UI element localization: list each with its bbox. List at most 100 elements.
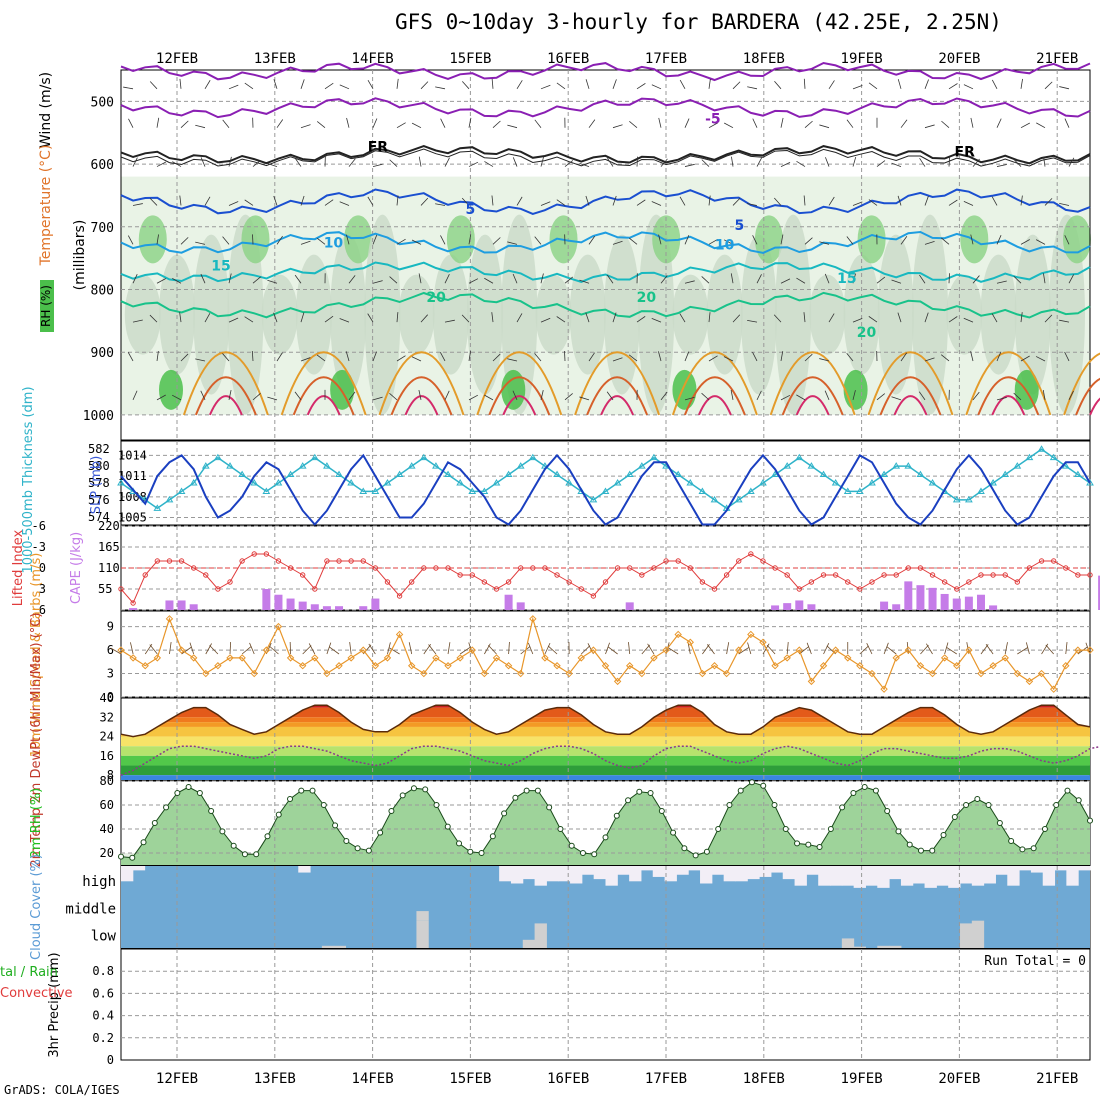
wind10m-barb xyxy=(349,642,352,655)
isotherm-35-arch-0 xyxy=(208,395,243,416)
wind-barb xyxy=(924,357,935,362)
lifted-index-point xyxy=(130,600,136,606)
isotherm-20 xyxy=(120,291,1091,319)
wind-barb xyxy=(372,280,383,284)
rh-blob-21 xyxy=(843,254,880,375)
wind-barb xyxy=(972,158,980,167)
wind-barb xyxy=(612,79,617,89)
lifted-index-point xyxy=(929,572,936,578)
wind-barb xyxy=(300,312,305,323)
thickness-point xyxy=(407,462,416,469)
wind-barb xyxy=(612,124,623,129)
cape-bar xyxy=(928,587,937,610)
isotherm-25-arch-6 xyxy=(769,351,856,416)
cape-bar xyxy=(952,598,961,610)
lifted-index-point xyxy=(493,586,500,592)
wind-barb xyxy=(222,236,230,245)
wind10m-point xyxy=(504,662,513,670)
wind-barb xyxy=(540,317,551,323)
wind-barb xyxy=(346,117,350,128)
cloud-high-gap xyxy=(1030,866,1044,873)
lifted-index-point xyxy=(627,565,633,571)
rh2m-point xyxy=(377,829,384,836)
thickness-point xyxy=(153,504,162,511)
date-label-bottom-13FEB: 13FEB xyxy=(254,1071,296,1087)
wind10m-point xyxy=(965,646,973,654)
wind10m-point xyxy=(335,662,343,670)
wind10m-barb xyxy=(527,642,534,655)
lifted-index-point xyxy=(275,558,282,564)
wind-barb xyxy=(195,124,206,129)
cloud-lowmid-bar xyxy=(889,945,902,948)
wind-barb xyxy=(991,79,998,90)
wind-barb xyxy=(941,120,950,128)
rh2m-tick-60: 60 xyxy=(100,798,114,812)
cloud-high-gap xyxy=(629,866,642,882)
wind-barb xyxy=(516,196,523,206)
wind-barb xyxy=(701,159,710,167)
thickness-point xyxy=(528,453,537,461)
wind10m-point xyxy=(323,669,331,678)
freezing-level-line-2 xyxy=(120,148,1091,167)
cloud-high-gap xyxy=(570,866,583,884)
wind-barb xyxy=(345,351,350,362)
upper-air-panel xyxy=(120,69,1091,441)
cloud-high-gap xyxy=(759,866,772,877)
date-label-top-14FEB: 14FEB xyxy=(352,51,394,67)
cloud-high-gap xyxy=(971,866,985,886)
rh2m-point xyxy=(974,796,981,802)
rh-blob-7 xyxy=(364,214,401,415)
wind-barb xyxy=(684,351,690,362)
wind-barb xyxy=(852,390,856,400)
rh2m-point xyxy=(805,841,812,848)
wind-barb xyxy=(796,394,806,401)
wind-barb xyxy=(996,397,1007,401)
cloud-high-gap xyxy=(948,866,961,888)
wind-barb xyxy=(339,84,350,90)
wind-barb xyxy=(468,161,479,167)
wind10m-point xyxy=(1049,685,1058,693)
lifted-index-point xyxy=(518,565,524,571)
wind10m-barb xyxy=(308,643,316,655)
cape-bar xyxy=(274,594,283,610)
isotherm-35-arch-9 xyxy=(1089,397,1100,416)
isotherm-30-arch-3 xyxy=(488,376,551,416)
thickness-point xyxy=(383,479,392,486)
temp-band-32 xyxy=(121,717,1090,723)
wind-barb xyxy=(684,118,690,128)
wind-barb xyxy=(588,119,596,128)
wind-barb xyxy=(876,276,886,284)
wind10m-point xyxy=(577,654,585,662)
wind10m-point xyxy=(674,630,682,639)
wind-barb xyxy=(803,195,806,206)
wind10m-point xyxy=(880,685,888,693)
date-label-bottom-20FEB: 20FEB xyxy=(938,1071,980,1087)
cape-bar xyxy=(335,606,344,610)
rh2m-point xyxy=(1087,817,1093,824)
wind-barb xyxy=(346,234,350,245)
wind-barb xyxy=(418,273,422,284)
li-tick--6: -6 xyxy=(32,519,46,533)
wind10m-barb xyxy=(181,646,192,655)
wind10m-point xyxy=(626,662,634,670)
wind-barb xyxy=(324,199,334,206)
cloud-high-gap xyxy=(664,866,677,882)
wind-barb xyxy=(540,156,544,167)
rh-blob-5 xyxy=(295,254,332,375)
wind-barb xyxy=(339,201,350,206)
rh2m-point xyxy=(219,828,226,835)
thickness-line xyxy=(120,448,1091,510)
cloud-high-gap xyxy=(723,866,736,882)
wind-barb xyxy=(267,163,278,167)
wind10m-barb xyxy=(484,643,491,655)
thickness-point xyxy=(492,479,501,486)
rh2m-point xyxy=(872,787,879,794)
wind-barb xyxy=(507,124,518,129)
wind-barb xyxy=(747,319,758,323)
lifted-index-point xyxy=(736,558,742,564)
wind10m-barb xyxy=(883,642,889,655)
wind-barb xyxy=(492,120,501,128)
date-label-top-20FEB: 20FEB xyxy=(938,51,980,67)
wind-barb xyxy=(367,79,374,90)
wind10m-barb xyxy=(326,642,332,655)
